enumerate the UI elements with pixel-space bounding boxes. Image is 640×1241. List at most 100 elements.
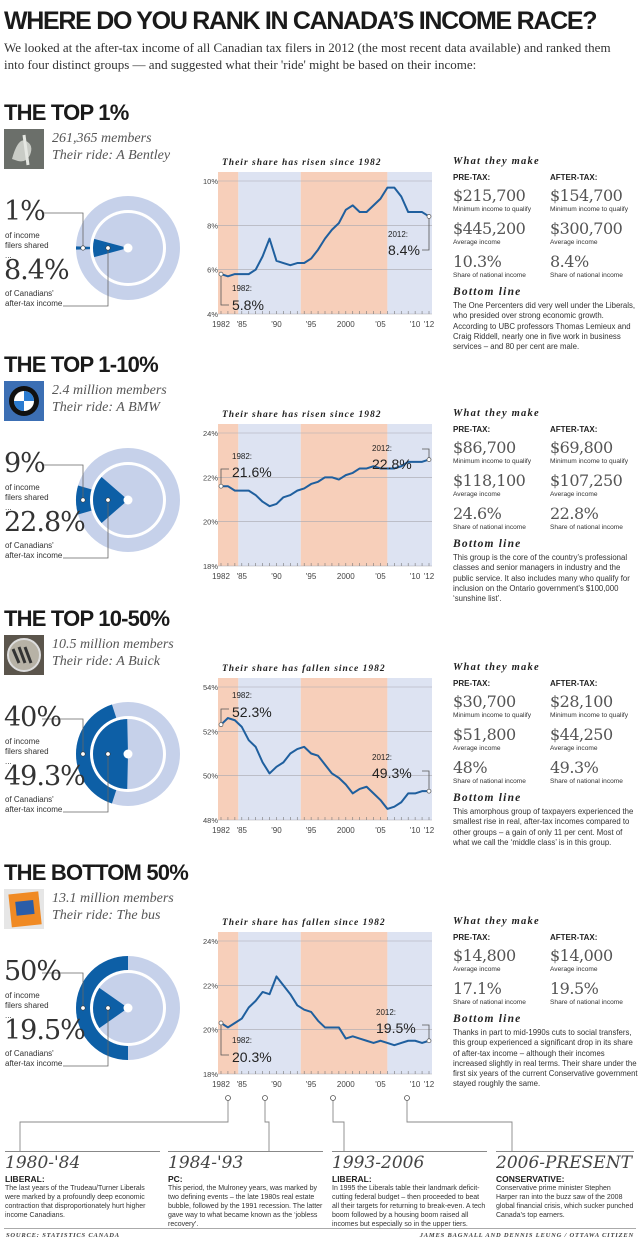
start-value-label: 5.8%: [232, 297, 264, 313]
income-label: of Canadians' after-tax income: [5, 795, 63, 814]
conservative-period-shade: [238, 172, 301, 314]
after-tax-caption: Share of national income: [550, 272, 623, 279]
ride-label: Their ride: The bus: [52, 908, 161, 923]
x-tick-label: '90: [271, 572, 282, 581]
income-label: of Canadians' after-tax income: [5, 541, 63, 560]
share-donut: [42, 448, 180, 559]
ride-label: Their ride: A Buick: [52, 654, 160, 669]
x-tick-label: 2000: [337, 826, 355, 835]
after-tax-caption: Average income: [550, 491, 598, 498]
after-tax-caption: Share of national income: [550, 999, 623, 1006]
after-tax-caption: Minimum income to qualify: [550, 712, 629, 719]
x-tick-label: 1982: [212, 572, 230, 581]
after-tax-value: 49.3%: [550, 758, 599, 777]
page-title: WHERE DO YOU RANK IN CANADA’S INCOME RAC…: [4, 7, 598, 35]
timeline-description: This period, the Mulroney years, was mar…: [168, 1185, 323, 1228]
liberal-period-shade: [300, 932, 388, 1074]
after-tax-header: AFTER-TAX:: [550, 933, 598, 942]
pre-tax-value: $215,700: [453, 186, 526, 205]
bottom-line-title: Bottom line: [453, 538, 522, 550]
pre-tax-caption: Average income: [453, 966, 501, 973]
buick-emblem-icon: [4, 635, 44, 675]
x-tick-label: '05: [375, 572, 386, 581]
end-year-label: 2012:: [372, 753, 392, 762]
share-line-chart: Their share has risen since 1982 4% 6% 8% 10…: [203, 158, 435, 329]
after-tax-value: $69,800: [550, 438, 613, 457]
y-tick-label: 52%: [203, 727, 218, 736]
y-tick-label: 50%: [203, 772, 218, 781]
timeline-connector: [19, 1098, 229, 1151]
x-tick-label: '90: [271, 826, 282, 835]
chart-title: Their share has risen since 1982: [222, 158, 381, 168]
share-line: [220, 975, 430, 1047]
start-year-label: 1982:: [232, 1036, 252, 1045]
liberal-period-shade: [218, 932, 239, 1074]
income-leader-line: [63, 754, 109, 813]
x-tick-label: '12: [424, 572, 435, 581]
bottom-line-title: Bottom line: [453, 286, 522, 298]
member-count: 261,365 members: [52, 131, 152, 146]
pre-tax-value: $118,100: [453, 471, 526, 490]
share-donut: [42, 196, 180, 307]
x-tick-label: '85: [237, 826, 248, 835]
x-tick-label: '90: [271, 1080, 282, 1089]
income-leader-line: [63, 1008, 109, 1067]
start-value-label: 52.3%: [232, 704, 272, 720]
income-label: of Canadians' after-tax income: [5, 289, 63, 308]
x-tick-label: '95: [306, 826, 317, 835]
x-tick-label: '05: [375, 826, 386, 835]
x-tick-label: 2000: [337, 320, 355, 329]
after-tax-caption: Minimum income to qualify: [550, 206, 629, 213]
y-tick-label: 22%: [203, 981, 218, 990]
start-point: [218, 483, 224, 489]
conservative-period-shade: [238, 678, 301, 820]
liberal-period-shade: [300, 678, 388, 820]
pre-tax-caption: Minimum income to qualify: [453, 712, 532, 719]
pre-tax-value: $51,800: [453, 725, 516, 744]
end-year-label: 2012:: [376, 1008, 396, 1017]
what-they-make-title: What they make: [453, 662, 540, 673]
pre-tax-value: 17.1%: [453, 979, 502, 998]
intro-text: We looked at the after-tax income of all…: [4, 40, 611, 72]
start-annotation-bracket: [220, 1023, 229, 1056]
section-title: THE TOP 10-50%: [4, 606, 170, 631]
timeline-connector: [332, 1098, 345, 1151]
what-they-make-title: What they make: [453, 156, 540, 167]
income-percent: 49.3%: [4, 761, 86, 792]
x-tick-label: '95: [306, 320, 317, 329]
share-line: [220, 717, 429, 810]
source-credit: SOURCE: STATISTICS CANADA: [6, 1232, 120, 1239]
timeline-connector: [406, 1098, 513, 1151]
share-line-chart: Their share has fallen since 1982 18% 20% 2…: [203, 918, 435, 1089]
timeline-marker: [262, 1095, 268, 1101]
after-tax-value: $107,250: [550, 471, 623, 490]
bottom-line-text: Thanks in part to mid-1990s cuts to soci…: [453, 1028, 638, 1089]
timeline-years: 1984-'93: [168, 1153, 244, 1173]
pre-tax-value: 10.3%: [453, 252, 502, 271]
timeline-party: LIBERAL:: [332, 1174, 372, 1184]
timeline-party: PC:: [168, 1174, 183, 1184]
timeline-description: The last years of the Trudeau/Turner Lib…: [5, 1185, 146, 1219]
filers-percent: 9%: [4, 448, 46, 479]
pre-tax-header: PRE-TAX:: [453, 933, 491, 942]
after-tax-caption: Average income: [550, 745, 598, 752]
y-tick-label: 8%: [207, 221, 218, 230]
after-tax-value: $28,100: [550, 692, 613, 711]
after-tax-value: 19.5%: [550, 979, 599, 998]
after-tax-value: $300,700: [550, 219, 623, 238]
after-tax-header: AFTER-TAX:: [550, 425, 598, 434]
timeline-description: Conservative prime minister Stephen Harp…: [496, 1185, 634, 1219]
x-tick-label: '85: [237, 1080, 248, 1089]
timeline-connectors: [19, 1095, 513, 1151]
timeline-rule: [496, 1151, 634, 1152]
income-leader-line: [63, 500, 109, 559]
x-tick-label: '85: [237, 320, 248, 329]
start-value-label: 20.3%: [232, 1049, 272, 1065]
filers-label: of income filers shared ...: [5, 231, 49, 260]
pre-tax-caption: Share of national income: [453, 999, 526, 1006]
timeline-party: CONSERVATIVE:: [496, 1174, 565, 1184]
income-percent: 22.8%: [4, 507, 86, 538]
after-tax-value: 8.4%: [550, 252, 589, 271]
member-count: 2.4 million members: [52, 383, 167, 398]
after-tax-caption: Average income: [550, 966, 598, 973]
